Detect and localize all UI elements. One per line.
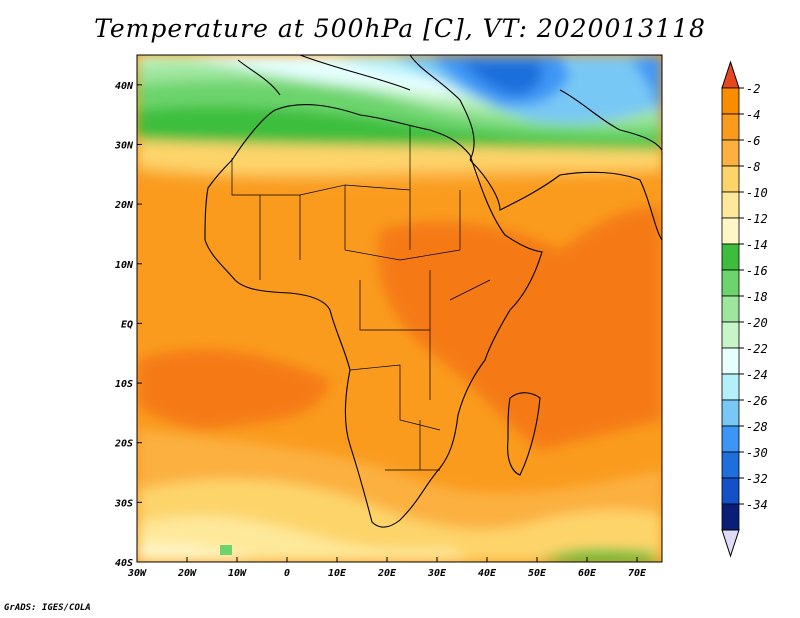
x-tick-label: 20E	[377, 568, 397, 579]
colorbar-swatch	[721, 243, 740, 271]
x-tick-label: 60E	[578, 568, 597, 579]
colorbar-label: -4	[746, 108, 760, 122]
map-frame	[136, 54, 663, 563]
colorbar-label: -12	[746, 212, 768, 226]
colorbar-label: -6	[746, 134, 760, 148]
y-tick-label: 40N	[115, 81, 134, 92]
colorbar-swatch	[721, 321, 740, 349]
colorbar-swatch	[721, 139, 740, 167]
colorbar-label: -10	[746, 186, 768, 200]
colorbar-swatch	[721, 113, 740, 141]
x-tick-label: 30W	[127, 568, 147, 579]
country-borders	[231, 125, 491, 471]
x-tick-label: 10E	[328, 568, 347, 579]
colorbar-label: -2	[746, 82, 760, 96]
temperature-field	[137, 55, 662, 562]
x-tick-label: 50E	[528, 568, 547, 579]
colorbar-swatch	[721, 373, 740, 401]
colorbar-swatch	[721, 87, 740, 115]
colorbar-label: -14	[746, 238, 768, 252]
colorbar-bottom-arrow	[721, 529, 740, 558]
y-tick-label: EQ	[121, 319, 133, 330]
colorbar-label: -32	[746, 472, 768, 486]
grads-credit: GrADS: IGES/COLA	[4, 603, 91, 613]
x-tick-label: 20W	[177, 568, 197, 579]
colorbar-top-arrow	[721, 60, 740, 89]
colorbar-swatch	[721, 191, 740, 219]
colorbar-label: -24	[746, 368, 768, 382]
y-tick-label: 30S	[114, 498, 133, 509]
x-tick-label: 10W	[228, 568, 247, 579]
map-title: Temperature at 500hPa [C], VT: 202001311…	[94, 14, 706, 43]
colorbar-swatch	[721, 347, 740, 375]
colorbar-label: -22	[746, 342, 768, 356]
x-tick-label: 40E	[478, 568, 497, 579]
y-tick-label: 20S	[114, 439, 133, 450]
colorbar-swatch	[721, 477, 740, 505]
y-axis-ticks: 40N 30N 20N 10N EQ 10S 20S 30S 40S	[114, 81, 142, 569]
y-tick-label: 40S	[115, 558, 133, 569]
colorbar-label: -30	[746, 446, 768, 460]
colorbar-swatch	[721, 269, 740, 297]
colorbar-label: -18	[746, 290, 768, 304]
coastlines	[204, 55, 662, 528]
y-tick-label: 10S	[115, 379, 133, 390]
x-tick-label: 30E	[427, 568, 447, 579]
x-tick-label: 70E	[628, 568, 647, 579]
colorbar-swatch	[721, 451, 740, 479]
colorbar-swatch	[721, 165, 740, 193]
colorbar: -2 -4 -6 -8 -10 -12 -14 -16 -18 -20 -22 -24 -26 -28 -3…	[721, 60, 768, 558]
y-tick-label: 20N	[114, 200, 134, 211]
colorbar-swatch	[721, 425, 740, 453]
colorbar-swatch	[721, 503, 740, 531]
colorbar-swatch	[721, 399, 740, 427]
colorbar-label: -34	[746, 498, 768, 512]
colorbar-label: -20	[746, 316, 768, 330]
colorbar-label: -28	[746, 420, 768, 434]
colorbar-label: -16	[746, 264, 768, 278]
colorbar-label: -26	[746, 394, 768, 408]
y-tick-label: 30N	[114, 140, 134, 151]
colorbar-swatch	[721, 217, 740, 245]
x-tick-label: 0	[284, 568, 290, 579]
colorbar-label: -8	[746, 160, 760, 174]
y-tick-label: 10N	[115, 260, 134, 271]
colorbar-swatch	[721, 295, 740, 323]
x-axis-ticks: 30W 20W 10W 0 10E 20E 30E 40E 50E 60E 70E	[127, 557, 647, 579]
